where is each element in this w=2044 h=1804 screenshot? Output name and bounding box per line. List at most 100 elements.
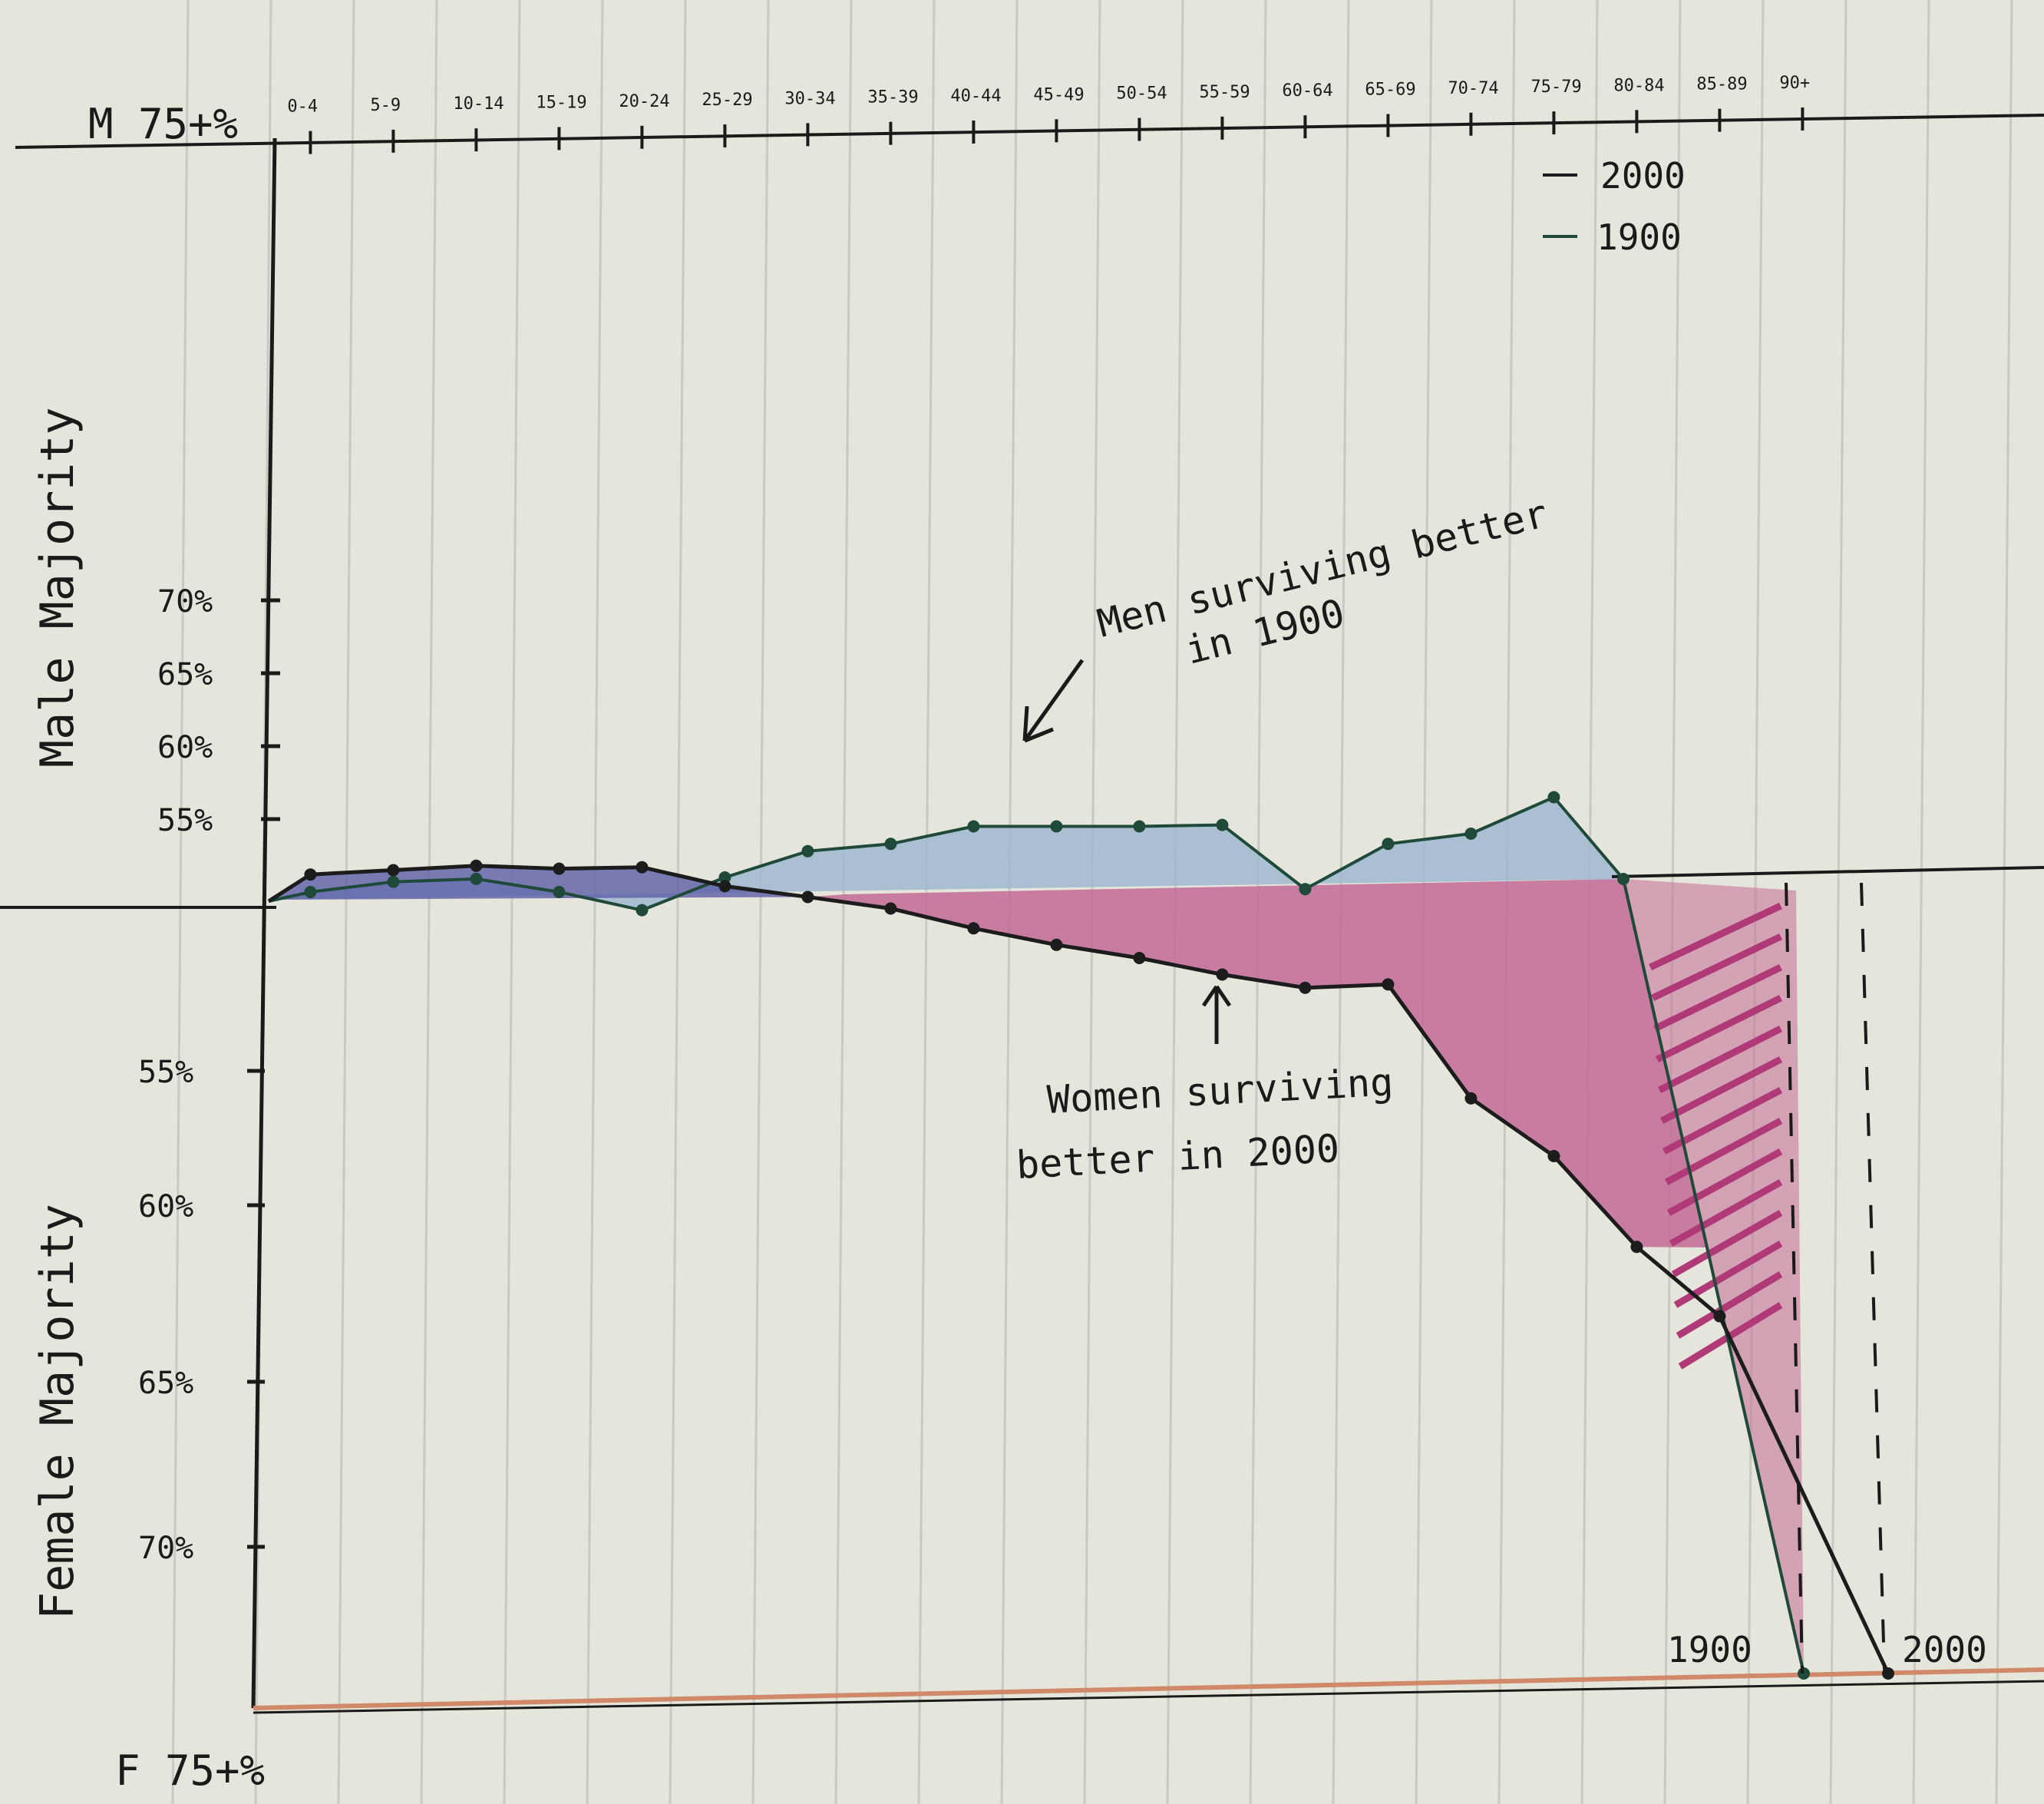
hatch-line bbox=[1653, 963, 1782, 1033]
data-point-1900 bbox=[304, 886, 317, 898]
hatch-line bbox=[1649, 902, 1782, 971]
data-point-1900 bbox=[1216, 818, 1229, 831]
x-tick-label: 0-4 bbox=[287, 97, 318, 117]
hatch-line bbox=[1651, 933, 1782, 1002]
y-tick-label: 60% bbox=[138, 1189, 193, 1224]
data-point-1900 bbox=[967, 820, 980, 833]
data-point-1900 bbox=[1617, 873, 1630, 885]
annotation-men-arrow bbox=[1022, 659, 1085, 743]
data-point-2000 bbox=[1382, 978, 1395, 991]
bottom-left-label: F 75+% bbox=[115, 1746, 265, 1795]
notebook-rule bbox=[503, 0, 521, 1804]
y-axis-line bbox=[251, 137, 277, 1709]
x-tick-label: 45-49 bbox=[1033, 85, 1084, 104]
data-point-1900 bbox=[1798, 1667, 1810, 1680]
hatch-line bbox=[1669, 1179, 1783, 1247]
x-tick-label: 10-14 bbox=[453, 94, 504, 114]
female-drop-fill bbox=[1623, 879, 1804, 1673]
notebook-rule bbox=[171, 0, 190, 1804]
end-label-1900: 1900 bbox=[1667, 1629, 1752, 1670]
series-line-2000 bbox=[267, 864, 1890, 1675]
data-point-2000 bbox=[1713, 1310, 1726, 1323]
data-point-1900 bbox=[636, 904, 649, 917]
x-tick-label: 90+ bbox=[1779, 74, 1810, 93]
data-point-2000 bbox=[1133, 952, 1146, 964]
x-tick-label: 35-39 bbox=[867, 88, 918, 107]
notebook-rule bbox=[1829, 0, 1848, 1804]
data-point-2000 bbox=[1630, 1241, 1643, 1254]
hatch-line bbox=[1666, 1148, 1783, 1216]
x-tick-label: 15-19 bbox=[536, 94, 586, 113]
y-tick-label: 65% bbox=[157, 657, 213, 692]
notebook-rule bbox=[1912, 0, 1930, 1804]
data-point-2000 bbox=[553, 862, 566, 875]
notebook-rule bbox=[420, 0, 438, 1804]
data-point-2000 bbox=[470, 859, 483, 872]
top-left-label: M 75+% bbox=[88, 100, 238, 148]
data-point-1900 bbox=[1133, 820, 1146, 833]
top-axis-line bbox=[15, 114, 2044, 149]
x-tick-label: 20-24 bbox=[619, 92, 669, 111]
x-tick-label: 55-59 bbox=[1199, 83, 1250, 102]
data-point-1900 bbox=[1299, 883, 1312, 896]
data-point-2000 bbox=[967, 922, 980, 935]
data-point-1900 bbox=[718, 871, 731, 884]
data-point-1900 bbox=[884, 838, 897, 851]
x-tick-label: 65-69 bbox=[1365, 80, 1415, 99]
legend-label-1900: 1900 bbox=[1597, 216, 1682, 258]
female-area-fill bbox=[807, 879, 1708, 1247]
data-point-2000 bbox=[387, 864, 400, 877]
legend-label-2000: 2000 bbox=[1600, 155, 1686, 197]
dashed-line-1900 bbox=[1785, 882, 1804, 1674]
data-point-1900 bbox=[1547, 791, 1560, 804]
x-ticks: 0-4 5-9 10-14 15-19 20-24 25-29 30-34 35-39 40-4… bbox=[287, 74, 1810, 154]
y-tick-label: 60% bbox=[157, 730, 213, 765]
y-tick-label: 70% bbox=[138, 1531, 193, 1566]
annotation-women-line1: Women surviving bbox=[1046, 1059, 1395, 1122]
bottom-axis-line bbox=[253, 1667, 2044, 1710]
hatch-line bbox=[1676, 1271, 1783, 1339]
annotation-men: Men surviving better in 1900 bbox=[1022, 491, 1552, 743]
notebook-rule bbox=[337, 0, 355, 1804]
data-point-1900 bbox=[801, 844, 814, 857]
bottom-axis-line-dark bbox=[253, 1680, 2044, 1714]
data-point-2000 bbox=[718, 880, 731, 893]
male-area-fill bbox=[269, 797, 1623, 910]
x-tick-label: 60-64 bbox=[1282, 81, 1332, 101]
y-ticks: 70% 65% 60% 55% 55% 60% 65% 70% bbox=[138, 584, 280, 1566]
notebook-rule bbox=[1995, 0, 2013, 1804]
data-point-1900 bbox=[470, 872, 483, 885]
notebook-rule bbox=[586, 0, 604, 1804]
x-tick-label: 25-29 bbox=[702, 91, 752, 110]
hatch-line bbox=[1655, 994, 1783, 1063]
data-point-1900 bbox=[1464, 828, 1478, 840]
annotation-women: Women surviving better in 2000 bbox=[1015, 985, 1395, 1188]
data-point-2000 bbox=[1882, 1667, 1894, 1680]
data-point-1900 bbox=[387, 875, 400, 888]
x-tick-label: 50-54 bbox=[1116, 84, 1167, 104]
hatch-line bbox=[1671, 1210, 1783, 1277]
y-tick-label: 65% bbox=[138, 1366, 193, 1401]
data-point-2000 bbox=[1216, 968, 1229, 981]
hatch-line bbox=[1659, 1056, 1783, 1124]
y-tick-label: 70% bbox=[157, 584, 213, 620]
data-point-2000 bbox=[636, 861, 649, 874]
data-point-1900 bbox=[553, 886, 566, 898]
y-tick-label: 55% bbox=[138, 1055, 193, 1090]
x-tick-label: 40-44 bbox=[950, 87, 1001, 106]
annotation-women-line2: better in 2000 bbox=[1015, 1126, 1341, 1188]
data-point-2000 bbox=[304, 868, 317, 881]
data-point-2000 bbox=[1464, 1092, 1478, 1105]
dashed-line-2000 bbox=[1860, 882, 1886, 1670]
data-point-2000 bbox=[801, 890, 814, 904]
x-tick-label: 30-34 bbox=[784, 89, 835, 108]
data-point-2000 bbox=[1299, 981, 1312, 994]
annotation-women-arrow bbox=[1201, 985, 1232, 1044]
hatch-line bbox=[1664, 1118, 1783, 1185]
data-point-1900 bbox=[1382, 838, 1395, 851]
baseline-right bbox=[1611, 866, 2044, 878]
notebook-rule bbox=[751, 0, 770, 1804]
data-point-1900 bbox=[1050, 820, 1063, 833]
x-tick-label: 5-9 bbox=[370, 96, 401, 115]
